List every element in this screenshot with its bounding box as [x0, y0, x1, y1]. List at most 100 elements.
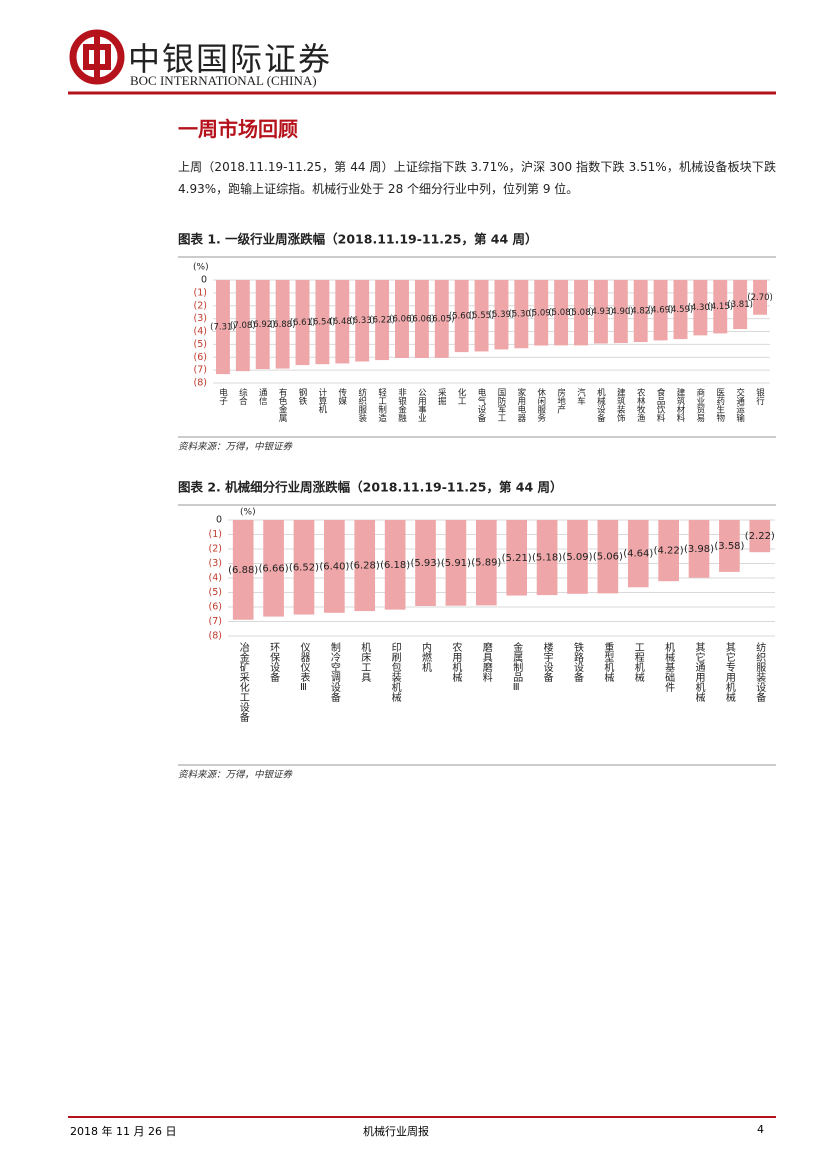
value-label: (4.59): [668, 305, 694, 315]
value-label: (3.98): [684, 544, 714, 555]
bar: [355, 280, 370, 362]
x-tick-label: 建筑材料: [675, 387, 685, 423]
value-label: (2.70): [747, 293, 773, 303]
value-label: (6.22): [369, 316, 395, 326]
bar: [597, 520, 619, 594]
value-label: (6.40): [319, 561, 349, 572]
bar: [733, 280, 748, 330]
x-tick-label: 国防军工: [496, 388, 506, 422]
bar: [384, 520, 406, 610]
x-tick-label: 其它专用机械: [723, 642, 735, 703]
value-label: (4.82): [628, 307, 654, 317]
x-tick-label: 楼宇设备: [541, 641, 553, 683]
y-tick-label: (2): [194, 300, 207, 311]
logo: [69, 29, 125, 85]
bar: [335, 280, 350, 364]
x-tick-label: 轻工制造: [377, 387, 387, 423]
bar: [235, 280, 250, 372]
x-tick-label: 公用事业: [416, 388, 426, 422]
value-label: (6.54): [310, 318, 336, 328]
x-tick-label: 农用机械: [450, 641, 462, 683]
y-tick-label: (5): [209, 587, 222, 598]
value-label: (5.21): [502, 553, 532, 564]
value-label: (5.09): [562, 552, 592, 563]
section-title: 一周市场回顾: [178, 117, 298, 141]
x-tick-label: 汽车: [576, 387, 586, 406]
x-tick-label: 机械基础件: [663, 641, 675, 693]
bar: [534, 280, 549, 346]
bar: [658, 520, 679, 582]
y-tick-label: 0: [201, 275, 207, 286]
y-tick-label: (1): [209, 529, 222, 540]
company-name-en: BOC INTERNATIONAL (CHINA): [130, 73, 317, 88]
figure-caption: 图表 1. 一级行业周涨跌幅（2018.11.19-11.25，第 44 周）: [178, 232, 538, 247]
x-tick-label: 电气设备: [476, 387, 486, 423]
x-tick-label: 有色金属: [277, 387, 287, 423]
x-tick-label: 纺织服装设备: [754, 641, 766, 703]
bar: [354, 520, 376, 612]
value-label: (4.69): [648, 306, 674, 316]
bar: [613, 280, 628, 344]
y-tick-label: (6): [194, 352, 207, 363]
y-tick-label: (3): [194, 313, 207, 324]
x-tick-label: 环保设备: [268, 642, 280, 683]
value-label: (6.92): [250, 320, 276, 330]
figure-source: 资料来源：万得，中银证券: [178, 441, 294, 453]
bar: [275, 280, 290, 369]
value-label: (4.22): [654, 546, 684, 557]
bar: [574, 280, 588, 346]
value-label: (2.22): [745, 531, 775, 542]
x-tick-label: 印刷包装机械: [389, 642, 401, 703]
value-label: (7.31): [210, 323, 236, 333]
value-label: (5.55): [469, 311, 495, 321]
bar: [653, 280, 668, 341]
bar: [749, 520, 771, 553]
bar: [475, 520, 497, 606]
value-label: (4.90): [608, 307, 634, 317]
value-label: (6.88): [270, 320, 296, 330]
x-tick-label: 建筑装饰: [615, 387, 625, 423]
bar: [567, 520, 588, 594]
bar: [554, 280, 569, 346]
y-tick-label: (7): [209, 616, 222, 627]
value-label: (6.18): [380, 560, 410, 571]
y-tick-label: (5): [194, 339, 207, 350]
bar: [315, 280, 330, 365]
y-axis-unit: (%): [193, 263, 209, 273]
footer-date: 2018 年 11 月 26 日: [70, 1125, 177, 1138]
value-label: (5.93): [410, 558, 440, 569]
bar: [414, 280, 429, 359]
bar: [719, 520, 740, 572]
x-tick-label: 综合: [237, 387, 247, 406]
y-tick-label: 0: [216, 515, 222, 526]
x-tick-label: 采掘: [436, 387, 446, 406]
bar: [375, 280, 390, 361]
value-label: (5.89): [471, 558, 501, 569]
x-tick-label: 化工: [456, 387, 466, 405]
x-tick-label: 冶金矿采化工设备: [237, 641, 249, 723]
y-tick-label: (2): [209, 544, 222, 555]
bar: [454, 280, 469, 353]
x-tick-label: 交通运输: [735, 387, 745, 423]
x-tick-label: 电子: [217, 387, 227, 405]
bar: [395, 280, 409, 359]
x-tick-label: 钢铁: [297, 387, 307, 406]
x-tick-label: 机床工具: [359, 641, 371, 683]
paragraph: 上周（2018.11.19-11.25，第 44 周）上证综指下跌 3.71%，…: [178, 160, 776, 196]
x-tick-label: 磨具磨料: [480, 642, 492, 683]
bar: [255, 280, 270, 370]
value-label: (4.64): [623, 549, 653, 560]
value-label: (6.06): [409, 315, 435, 325]
bar: [293, 520, 315, 615]
value-label: (3.81): [727, 300, 753, 310]
y-tick-label: (4): [194, 326, 207, 337]
y-tick-label: (1): [194, 287, 207, 298]
x-tick-label: 纺织服装: [357, 387, 367, 423]
value-label: (6.66): [259, 563, 289, 574]
x-tick-label: 计算机: [317, 387, 327, 414]
value-label: (5.08): [568, 308, 594, 318]
value-label: (5.18): [532, 553, 562, 564]
value-label: (5.60): [449, 312, 475, 322]
company-name: 中银国际证券: [128, 40, 333, 78]
